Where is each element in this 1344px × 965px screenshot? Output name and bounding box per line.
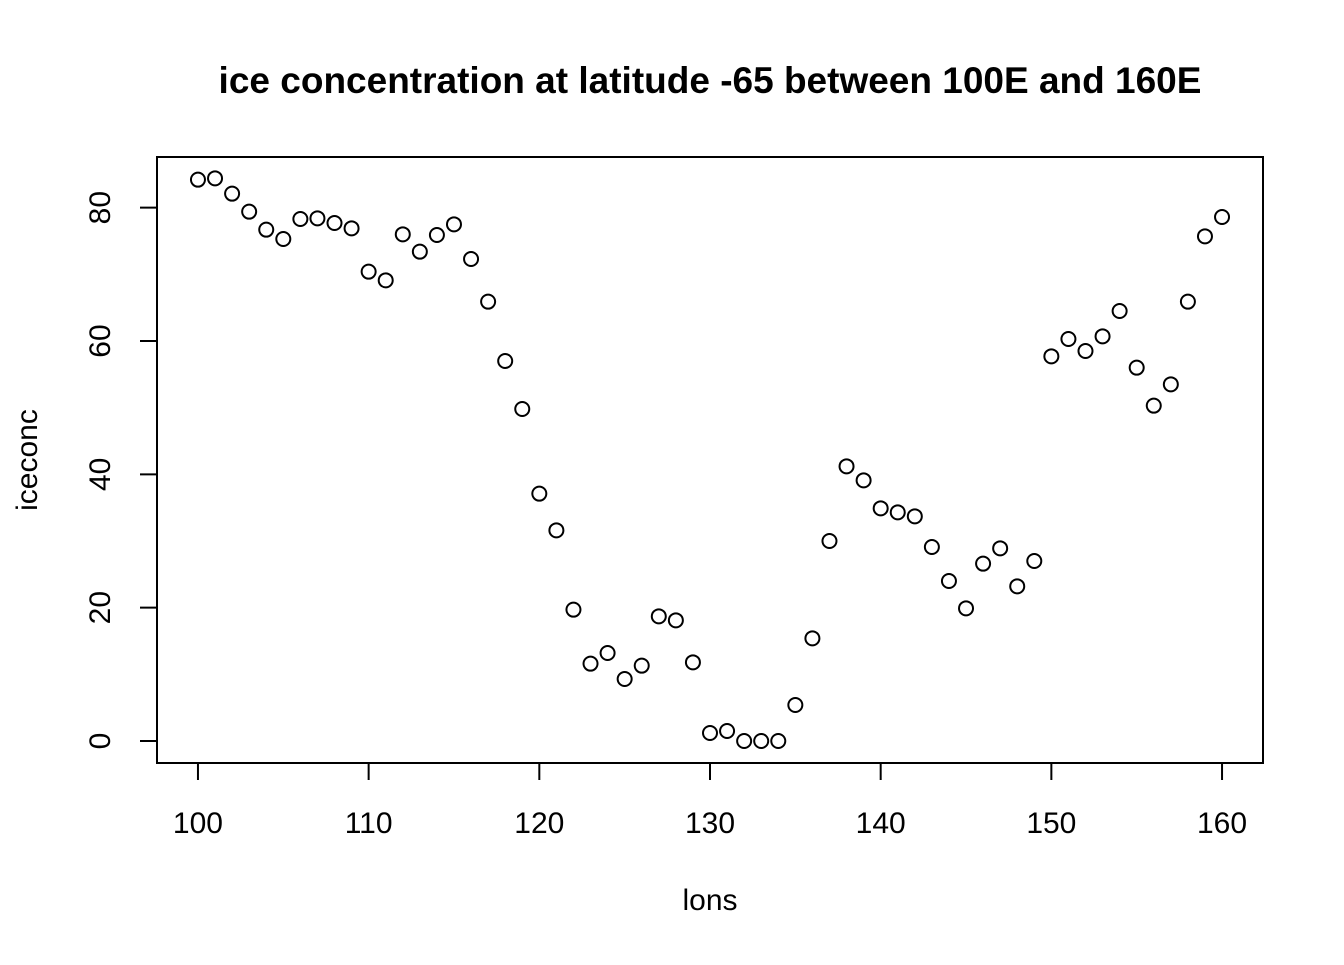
data-point bbox=[1060, 331, 1077, 347]
data-point bbox=[1026, 553, 1043, 569]
data-point bbox=[599, 645, 616, 661]
data-point bbox=[650, 608, 667, 625]
y-tick-label: 80 bbox=[84, 191, 117, 224]
data-point bbox=[923, 539, 940, 555]
y-axis: 0 20 40 60 80 bbox=[84, 191, 158, 750]
data-point bbox=[394, 226, 411, 243]
data-point bbox=[241, 203, 258, 220]
data-point bbox=[992, 540, 1009, 557]
data-point bbox=[514, 401, 531, 417]
data-point bbox=[1009, 578, 1026, 595]
data-point bbox=[719, 723, 736, 739]
data-point bbox=[1162, 376, 1179, 393]
data-point bbox=[1077, 343, 1094, 359]
data-point bbox=[753, 733, 770, 749]
data-point bbox=[787, 697, 804, 713]
x-tick-label: 160 bbox=[1197, 807, 1247, 840]
data-point bbox=[1214, 209, 1231, 225]
data-point bbox=[667, 612, 684, 629]
x-tick-label: 100 bbox=[173, 807, 223, 840]
data-point bbox=[1094, 328, 1111, 345]
x-tick-label: 110 bbox=[345, 807, 393, 840]
data-point bbox=[292, 211, 309, 227]
data-point bbox=[1196, 228, 1213, 245]
x-tick-label: 150 bbox=[1026, 807, 1076, 840]
data-point bbox=[582, 655, 599, 672]
data-point bbox=[633, 657, 650, 674]
data-point bbox=[838, 458, 855, 475]
data-point bbox=[189, 171, 206, 188]
x-axis: 100 110 120 130 140 150 160 bbox=[173, 762, 1247, 840]
data-point bbox=[770, 733, 787, 749]
data-point bbox=[616, 671, 633, 687]
data-point bbox=[702, 725, 718, 741]
data-point bbox=[480, 293, 497, 310]
y-tick-label: 60 bbox=[84, 324, 117, 357]
data-point bbox=[411, 243, 428, 260]
data-point bbox=[889, 504, 906, 521]
data-point bbox=[804, 630, 821, 647]
data-point bbox=[1179, 293, 1196, 310]
x-tick-label: 130 bbox=[685, 807, 735, 840]
data-point bbox=[343, 220, 360, 237]
data-point bbox=[326, 215, 343, 231]
data-point bbox=[1145, 397, 1162, 414]
data-point bbox=[1111, 303, 1128, 319]
y-axis-label: iceconc bbox=[11, 409, 44, 511]
data-point bbox=[855, 472, 872, 489]
data-point bbox=[275, 231, 292, 247]
chart-title: ice concentration at latitude -65 betwee… bbox=[219, 60, 1202, 101]
data-point bbox=[360, 263, 377, 280]
data-point bbox=[207, 170, 224, 187]
data-point bbox=[377, 272, 394, 289]
data-point bbox=[975, 555, 992, 572]
data-point bbox=[821, 533, 838, 549]
data-points bbox=[189, 170, 1231, 749]
plot-frame bbox=[156, 156, 1264, 764]
data-point bbox=[684, 654, 701, 671]
data-point bbox=[1128, 359, 1145, 376]
x-axis-label: lons bbox=[682, 884, 737, 917]
data-point bbox=[1043, 348, 1060, 365]
x-tick-label: 120 bbox=[514, 807, 564, 840]
y-tick-label: 40 bbox=[84, 458, 117, 491]
data-point bbox=[906, 508, 923, 525]
y-tick-label: 20 bbox=[84, 591, 117, 624]
data-point bbox=[309, 210, 326, 227]
data-point bbox=[224, 185, 241, 202]
data-point bbox=[548, 522, 565, 539]
data-point bbox=[958, 600, 975, 617]
data-point bbox=[940, 573, 957, 589]
data-point bbox=[428, 227, 445, 243]
x-tick-label: 140 bbox=[856, 807, 906, 840]
data-point bbox=[497, 353, 514, 369]
data-point bbox=[445, 216, 462, 233]
data-point bbox=[258, 221, 275, 238]
data-point bbox=[872, 500, 889, 517]
data-point bbox=[463, 251, 480, 267]
data-point bbox=[736, 733, 753, 749]
y-tick-label: 0 bbox=[84, 733, 117, 750]
data-point bbox=[531, 485, 548, 502]
data-point bbox=[565, 601, 582, 618]
